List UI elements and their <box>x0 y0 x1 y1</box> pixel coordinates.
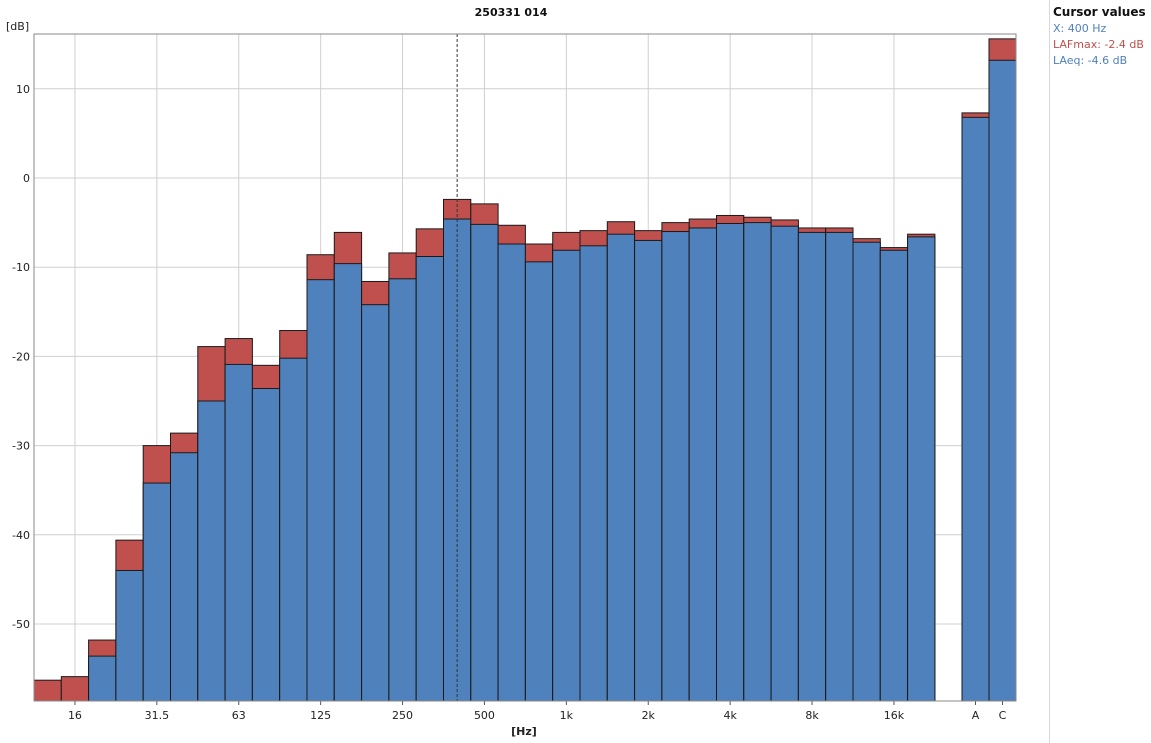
x-tick-label: 63 <box>232 709 246 722</box>
cursor-values-title: Cursor values <box>1053 5 1146 19</box>
bar-overall-laeq[interactable]: LAeq A <box>961 116 990 702</box>
bar-lafmax[interactable]: LAFmax 16 <box>60 676 90 702</box>
y-axis-label: [dB] <box>6 20 29 33</box>
bar-laeq[interactable]: LAeq 1k <box>552 249 581 702</box>
cursor-values-panel: Cursor values X: 400 Hz LAFmax: -2.4 dB … <box>1049 0 1151 743</box>
bar-laeq[interactable]: LAeq 100 <box>279 357 308 702</box>
x-tick-label: 500 <box>474 709 495 722</box>
bar-overall-laeq[interactable]: LAeq C <box>988 59 1017 702</box>
chart-title: 250331 014 <box>475 6 548 19</box>
bar-laeq[interactable]: LAeq 10k <box>825 231 854 702</box>
bar-laeq[interactable]: LAeq 20k <box>907 236 936 702</box>
x-tick-label: C <box>999 709 1007 722</box>
bar-laeq[interactable]: LAeq 31.5 <box>142 482 171 702</box>
bar-laeq[interactable]: LAeq 630 <box>497 243 526 702</box>
cursor-lafmax-value: LAFmax: -2.4 dB <box>1053 38 1144 51</box>
x-tick-label: 8k <box>805 709 819 722</box>
bar-laeq[interactable]: LAeq 800 <box>524 261 554 702</box>
x-tick-label: 125 <box>310 709 331 722</box>
bar-laeq[interactable]: LAeq 315 <box>415 255 445 702</box>
x-tick-label: 2k <box>642 709 656 722</box>
bar-laeq[interactable]: LAeq 20 <box>88 655 117 702</box>
y-tick-label: -20 <box>12 350 30 363</box>
bar-laeq[interactable]: LAeq 2.5k <box>661 231 690 702</box>
bar-laeq[interactable]: LAeq 250 <box>388 278 417 702</box>
x-tick-label: 16k <box>884 709 905 722</box>
bar-laeq[interactable]: LAeq 200 <box>361 304 390 702</box>
bar-laeq[interactable]: LAeq 5k <box>743 222 772 702</box>
bar-laeq[interactable]: LAeq 1.6k <box>606 233 636 702</box>
bar-laeq[interactable]: LAeq 6.3k <box>770 225 799 702</box>
bar-lafmax[interactable]: LAFmax 12.5 <box>33 679 62 702</box>
plot-frame <box>33 33 1017 702</box>
bar-laeq[interactable]: LAeq 160 <box>333 263 363 702</box>
bar-laeq[interactable]: LAeq 16k <box>879 249 909 702</box>
y-tick-label: 10 <box>16 83 30 96</box>
bar-laeq[interactable]: LAeq 50 <box>197 400 226 702</box>
y-tick-label: -10 <box>12 261 30 274</box>
y-tick-label: -30 <box>12 440 30 453</box>
bar-laeq[interactable]: LAeq 500 <box>470 223 499 702</box>
bar-laeq[interactable]: LAeq 4k <box>716 222 745 702</box>
cursor-laeq-value: LAeq: -4.6 dB <box>1053 54 1128 67</box>
bar-laeq[interactable]: LAeq 12.5k <box>852 241 881 702</box>
bar-laeq[interactable]: LAeq 3.15k <box>688 227 718 702</box>
bar-laeq[interactable]: LAeq 40 <box>170 452 199 702</box>
x-axis-label: [Hz] <box>511 725 537 738</box>
y-axis-ticks: 10 0 -10 -20 -30 -40 -50 <box>12 83 30 631</box>
x-tick-label: 31.5 <box>145 709 170 722</box>
cursor-x-value: X: 400 Hz <box>1053 22 1107 35</box>
bar-laeq[interactable]: LAeq 25 <box>115 569 144 702</box>
y-tick-label: -40 <box>12 529 30 542</box>
bars[interactable]: LAFmax 12.5LAFmax 16LAFmax 20LAeq 20LAFm… <box>33 38 1017 702</box>
x-tick-label: A <box>972 709 980 722</box>
x-axis-ticks: 16 31.5 63 125 250 500 1k 2k 4k 8k 16k A C <box>68 701 1007 722</box>
x-tick-label: 4k <box>723 709 737 722</box>
x-tick-label: 1k <box>560 709 574 722</box>
bar-laeq[interactable]: LAeq 1.25k <box>579 245 608 702</box>
bar-laeq[interactable]: LAeq 2k <box>634 239 663 702</box>
y-tick-label: -50 <box>12 618 30 631</box>
y-tick-label: 0 <box>23 172 30 185</box>
x-tick-label: 250 <box>392 709 413 722</box>
bar-laeq[interactable]: LAeq 80 <box>251 388 281 702</box>
bar-laeq[interactable]: LAeq 8k <box>797 231 827 702</box>
bar-laeq[interactable]: LAeq 125 <box>306 279 335 702</box>
x-tick-label: 16 <box>68 709 82 722</box>
bar-laeq[interactable]: LAeq 63 <box>224 363 253 702</box>
